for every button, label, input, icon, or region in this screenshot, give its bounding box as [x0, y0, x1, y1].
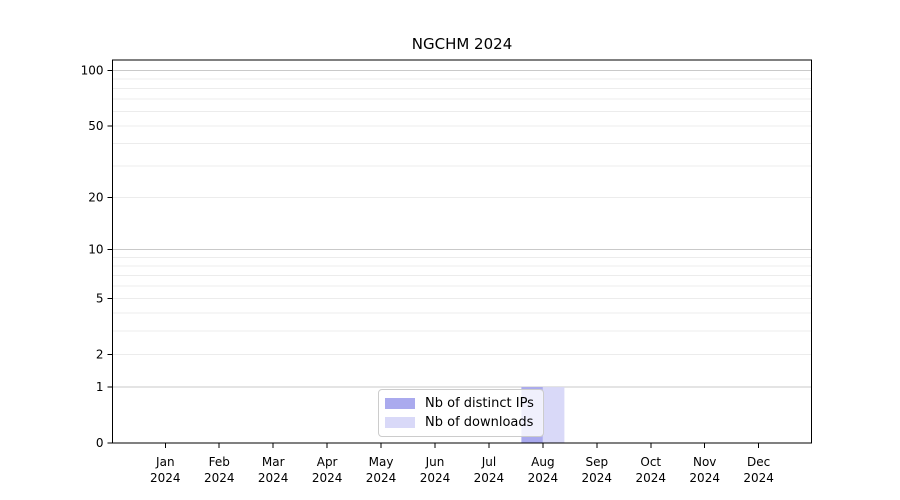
- chart-title: NGCHM 2024: [411, 35, 513, 53]
- y-tick-label: 1: [96, 380, 104, 394]
- legend: Nb of distinct IPs Nb of downloads: [378, 389, 544, 437]
- x-tick-label-month: Apr: [317, 455, 338, 469]
- x-tick-label-year: 2024: [474, 471, 505, 485]
- x-tick-label-year: 2024: [743, 471, 774, 485]
- x-tick-label-year: 2024: [366, 471, 397, 485]
- x-tick-label-month: Jan: [155, 455, 175, 469]
- x-tick-label-year: 2024: [528, 471, 559, 485]
- x-tick-label-month: Mar: [262, 455, 285, 469]
- x-tick-label-month: Aug: [531, 455, 554, 469]
- y-tick-label: 100: [81, 64, 104, 78]
- legend-item-distinct-ips: Nb of distinct IPs: [385, 394, 535, 413]
- legend-item-downloads: Nb of downloads: [385, 413, 535, 432]
- legend-label-distinct-ips: Nb of distinct IPs: [425, 396, 534, 411]
- x-tick-label-year: 2024: [258, 471, 289, 485]
- x-tick-label-month: Sep: [586, 455, 609, 469]
- x-tick-label-month: Jun: [425, 455, 445, 469]
- axes-frame: [112, 59, 812, 444]
- y-tick-label: 5: [96, 291, 104, 305]
- x-tick-label-year: 2024: [150, 471, 181, 485]
- legend-swatch-distinct-ips: [385, 398, 415, 409]
- y-tick-label: 10: [88, 243, 103, 257]
- y-tick-label: 0: [96, 436, 104, 450]
- x-tick-label-month: Nov: [693, 455, 716, 469]
- x-tick-label-year: 2024: [635, 471, 666, 485]
- x-tick-label-month: Jul: [481, 455, 496, 469]
- x-tick-label-month: May: [369, 455, 394, 469]
- legend-label-downloads: Nb of downloads: [425, 415, 534, 430]
- y-tick-label: 2: [96, 347, 104, 361]
- y-tick-label: 50: [88, 119, 103, 133]
- legend-swatch-downloads: [385, 417, 415, 428]
- x-tick-label-year: 2024: [312, 471, 343, 485]
- y-tick-label: 20: [88, 190, 103, 204]
- x-tick-label-year: 2024: [582, 471, 613, 485]
- x-tick-label-month: Feb: [209, 455, 230, 469]
- bar-downloads: [542, 387, 565, 443]
- x-tick-label-month: Dec: [747, 455, 770, 469]
- x-tick-label-year: 2024: [420, 471, 451, 485]
- x-tick-label-year: 2024: [204, 471, 235, 485]
- x-tick-label-month: Oct: [640, 455, 661, 469]
- x-tick-label-year: 2024: [689, 471, 720, 485]
